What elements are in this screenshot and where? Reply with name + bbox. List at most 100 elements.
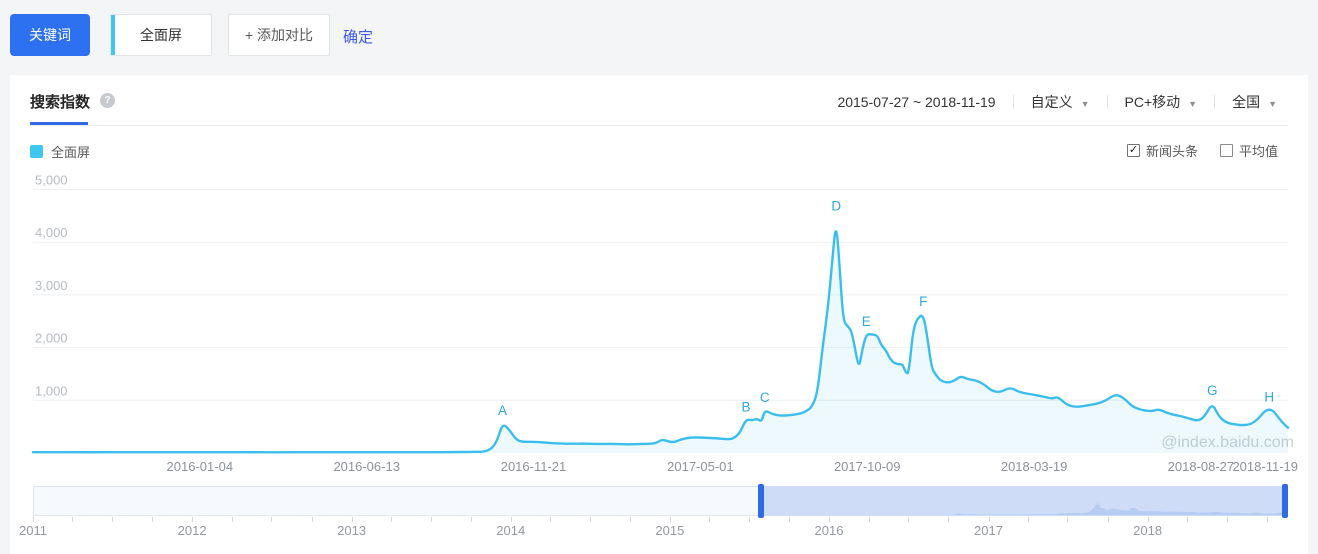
x-axis-tick-label: 2018-11-19 bbox=[1232, 459, 1298, 474]
x-axis-tick-label: 2016-11-21 bbox=[501, 459, 567, 474]
slider-axis-tick bbox=[669, 517, 671, 522]
separator bbox=[1012, 95, 1014, 109]
chevron-down-icon: ▼ bbox=[1188, 99, 1198, 109]
range-mode-dropdown[interactable]: 自定义 ▼ bbox=[1031, 92, 1090, 112]
slider-year-label: 2018 bbox=[1133, 523, 1163, 538]
y-axis-tick-label: 4,000 bbox=[35, 225, 68, 240]
slider-axis-tick bbox=[828, 517, 830, 522]
slider-year-label: 2012 bbox=[177, 523, 207, 538]
slider-axis-tick bbox=[1186, 517, 1188, 522]
slider-axis-tick bbox=[709, 517, 711, 522]
slider-axis-tick bbox=[589, 517, 591, 522]
chevron-down-icon: ▼ bbox=[1268, 99, 1277, 109]
x-axis-tick-label: 2017-05-01 bbox=[667, 459, 734, 474]
confirm-link[interactable]: 确定 bbox=[343, 29, 374, 46]
slider-axis-tick bbox=[33, 517, 34, 522]
slider-year-label: 2017 bbox=[974, 523, 1003, 538]
slider-left-handle[interactable] bbox=[758, 484, 765, 518]
average-toggle-label: 平均值 bbox=[1238, 144, 1278, 159]
active-tab-underline bbox=[30, 122, 88, 125]
header-divider bbox=[30, 125, 1288, 126]
separator bbox=[1214, 95, 1216, 109]
keyword-tab-accent-bar bbox=[111, 15, 115, 55]
checkbox-unchecked-icon[interactable] bbox=[1219, 144, 1233, 157]
slider-axis-tick bbox=[948, 517, 950, 522]
point-label-D[interactable]: D bbox=[831, 199, 841, 214]
slider-axis-tick bbox=[111, 517, 113, 522]
slider-axis-tick bbox=[192, 517, 194, 522]
slider-axis-tick bbox=[510, 517, 512, 522]
range-mode-label: 自定义 bbox=[1030, 94, 1073, 110]
point-label-H[interactable]: H bbox=[1264, 389, 1274, 404]
platform-dropdown[interactable]: PC+移动 ▼ bbox=[1125, 92, 1198, 112]
slider-year-label: 2014 bbox=[496, 523, 526, 538]
separator bbox=[1106, 95, 1108, 109]
x-axis-tick-label: 2018-08-27 bbox=[1168, 459, 1235, 474]
slider-axis-tick bbox=[1226, 517, 1228, 522]
slider-axis-tick bbox=[271, 517, 273, 522]
slider-axis-tick bbox=[390, 517, 392, 522]
help-icon[interactable]: ? bbox=[100, 93, 115, 108]
y-axis-tick-label: 2,000 bbox=[35, 331, 68, 346]
slider-year-label: 2016 bbox=[814, 523, 844, 538]
keyword-button[interactable]: 关键词 bbox=[10, 14, 90, 56]
region-dropdown[interactable]: 全国 ▼ bbox=[1232, 92, 1277, 112]
slider-axis-tick bbox=[629, 517, 631, 522]
news-headlines-toggle[interactable]: ✓ 新闻头条 bbox=[1126, 141, 1198, 160]
slider-year-label: 2015 bbox=[655, 523, 685, 538]
point-label-E[interactable]: E bbox=[862, 314, 871, 329]
slider-axis-tick bbox=[988, 517, 990, 522]
slider-axis-tick bbox=[72, 517, 74, 522]
point-label-B[interactable]: B bbox=[741, 399, 750, 414]
slider-selected-range[interactable] bbox=[760, 486, 1288, 516]
search-index-panel: 搜索指数 ? 2015-07-27 ~ 2018-11-19 自定义 ▼ PC+移… bbox=[10, 75, 1308, 554]
slider-year-label: 2013 bbox=[337, 523, 367, 538]
tab-search-index[interactable]: 搜索指数 bbox=[30, 94, 91, 111]
series-line[interactable] bbox=[31, 230, 1290, 454]
legend: 全面屏 bbox=[30, 142, 90, 161]
point-label-F[interactable]: F bbox=[919, 294, 927, 309]
x-axis-tick-label: 2016-06-13 bbox=[333, 459, 400, 474]
x-axis-tick-label: 2017-10-09 bbox=[834, 459, 901, 474]
point-label-G[interactable]: G bbox=[1207, 383, 1218, 398]
point-label-C[interactable]: C bbox=[760, 390, 770, 405]
series-color-swatch bbox=[30, 145, 43, 158]
date-range[interactable]: 2015-07-27 ~ 2018-11-19 bbox=[837, 94, 996, 110]
y-axis-tick-label: 1,000 bbox=[35, 383, 68, 398]
slider-axis-tick bbox=[152, 517, 153, 522]
mini-series-silhouette bbox=[760, 502, 1288, 515]
slider-axis-tick bbox=[788, 517, 790, 522]
slider-axis-tick bbox=[1067, 517, 1069, 522]
slider-axis-tick bbox=[311, 517, 313, 522]
chevron-down-icon: ▼ bbox=[1080, 99, 1090, 109]
slider-axis-tick bbox=[1027, 517, 1029, 522]
slider-axis-tick bbox=[908, 517, 910, 522]
point-label-A[interactable]: A bbox=[498, 403, 507, 418]
keyword-tab[interactable]: 全面屏 bbox=[110, 14, 212, 56]
slider-axis-tick bbox=[1266, 517, 1268, 522]
slider-mini-chart bbox=[760, 502, 1288, 515]
slider-axis-tick bbox=[1147, 517, 1149, 522]
series-area-fill bbox=[33, 231, 1288, 453]
slider-right-handle[interactable] bbox=[1282, 484, 1288, 518]
checkbox-checked-icon[interactable]: ✓ bbox=[1126, 144, 1140, 157]
time-range-slider: 2011 2012 2013 2014 2015 2016 2017 2018 bbox=[19, 484, 1288, 541]
add-compare-button[interactable]: + 添加对比 bbox=[228, 14, 330, 56]
slider-axis-tick bbox=[868, 517, 870, 522]
slider-axis-tick bbox=[470, 517, 472, 522]
search-index-chart[interactable]: 1,000 2,000 3,000 4,000 5,000 @index.baidu.co… bbox=[10, 175, 1308, 480]
y-axis-tick-label: 3,000 bbox=[35, 278, 68, 293]
x-axis-tick-label: 2018-03-19 bbox=[1001, 459, 1068, 474]
slider-axis-tick bbox=[430, 517, 432, 522]
slider-axis-tick bbox=[549, 517, 551, 522]
average-toggle[interactable]: 平均值 bbox=[1219, 141, 1278, 160]
platform-label: PC+移动 bbox=[1124, 94, 1181, 110]
slider-axis-tick bbox=[1107, 517, 1109, 522]
region-label: 全国 bbox=[1232, 94, 1261, 110]
series-legend-label: 全面屏 bbox=[51, 145, 91, 160]
x-axis-tick-label: 2016-01-04 bbox=[167, 459, 234, 474]
keyword-tab-label: 全面屏 bbox=[140, 27, 182, 43]
chart-controls: 2015-07-27 ~ 2018-11-19 自定义 ▼ PC+移动 ▼ 全国 ▼ bbox=[837, 92, 1277, 112]
slider-axis-tick bbox=[351, 517, 353, 522]
watermark: @index.baidu.com bbox=[1161, 434, 1294, 451]
